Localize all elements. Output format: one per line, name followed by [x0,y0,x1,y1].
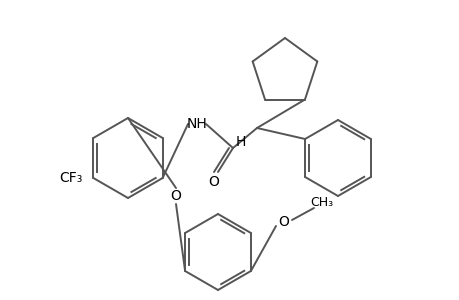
Text: CF₃: CF₃ [60,171,83,185]
Text: O: O [278,215,289,229]
Text: O: O [208,175,219,189]
Text: CH₃: CH₃ [310,196,333,208]
Text: O: O [170,189,181,203]
Text: NH: NH [186,117,207,131]
Text: H: H [235,135,246,149]
